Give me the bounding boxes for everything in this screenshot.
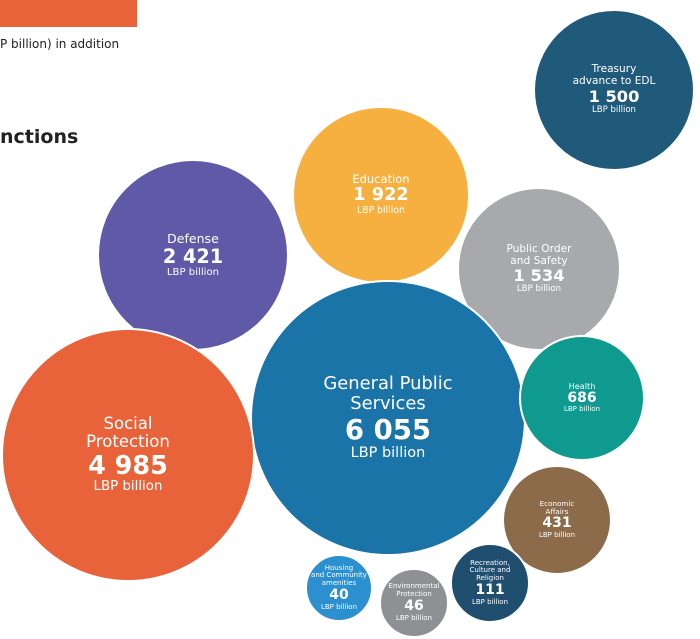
bubble-unit: LBP billion [320,602,358,611]
bubble: Education 1 922 LBP billion [292,106,470,284]
bubble-value: 686 [567,389,597,406]
bubble: Public Order and Safety 1 534 LBP billion [457,187,621,351]
bubble-name: Housing and Community amenities [311,563,367,588]
bubble-name: Public Order and Safety [506,242,572,268]
bubble-name: Economic Affairs [539,499,575,517]
bubble-name: Health [568,380,596,391]
bubble-value: 40 [329,586,349,603]
bubble-value: 1 534 [513,265,565,285]
bubble-unit: LBP billion [538,530,576,539]
heading-fragment: nctions [0,126,79,148]
bubble-value: 46 [404,598,424,615]
bubble-value: 2 421 [162,244,224,268]
bubble-unit: LBP billion [516,284,562,295]
bubble-name: Social Protection [86,413,170,452]
intro-fragment: P billion) in addition [0,37,120,51]
bubble: Defense 2 421 LBP billion [96,158,290,352]
bubble-unit: LBP billion [166,267,220,279]
bubble-value: 4 985 [88,450,168,481]
bubble-name: Environmental Protection [388,582,440,599]
bubble: General Public Services 6 055 LBP billion [250,280,526,556]
bubble-value: 431 [542,515,572,532]
bubble: Environmental Protection 46 LBP billion [379,568,449,638]
bubble-value: 1 500 [588,86,640,106]
bubble-unit: LBP billion [471,597,509,606]
bubble: Recreation, Culture and Religion 111 LBP b… [449,542,531,624]
bubble-name: Recreation, Culture and Religion [469,558,511,583]
bubble-value: 111 [475,581,505,598]
bubble-value: 1 922 [353,185,409,206]
bubble-unit: LBP billion [357,205,405,217]
bubble-value: 6 055 [344,413,432,446]
bubble: Housing and Community amenities 40 LBP bil… [304,553,374,623]
bubble-unit: LBP billion [592,105,636,116]
orange-bar [0,0,137,27]
bubble-unit: LBP billion [563,405,601,414]
bubble: Treasury advance to EDL 1 500 LBP billion [532,8,696,172]
bubble: Health 686 LBP billion [519,335,645,461]
bubble-name: Education [352,172,410,187]
bubble-name: General Public Services [323,373,453,415]
bubble-name: Defense [167,230,219,246]
bubble-unit: LBP billion [93,479,163,495]
bubble: Economic Affairs 431 LBP billion [501,464,613,576]
bubble: Social Protection 4 985 LBP billion [0,327,256,583]
bubble-unit: LBP billion [395,613,433,622]
bubble-name: Treasury advance to EDL [572,63,656,88]
bubble-unit: LBP billion [350,445,426,462]
